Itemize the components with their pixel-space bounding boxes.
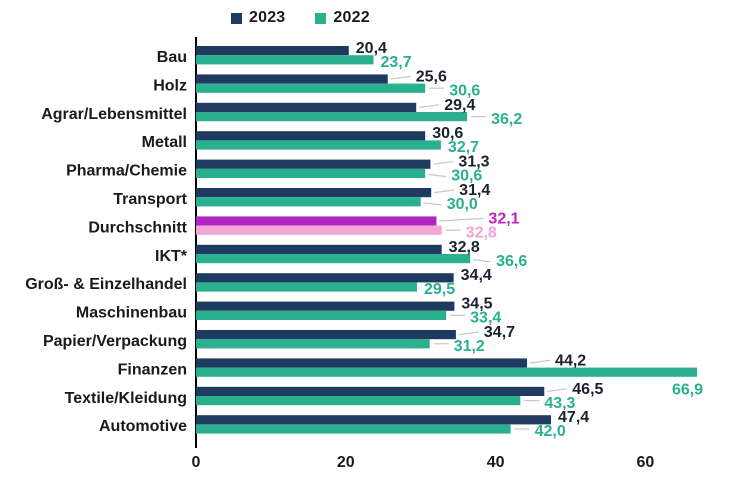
bar-2022-agrar-lebensmittel: [196, 112, 468, 122]
bar-2022-bau: [196, 55, 374, 65]
value-label-2022-transport: 30,0: [447, 196, 478, 213]
category-label-durchschnitt: Durchschnitt: [88, 219, 187, 236]
value-label-2022-automotive: 42,0: [535, 423, 566, 440]
category-label-automotive: Automotive: [99, 418, 187, 435]
x-axis-tick-label: 60: [637, 454, 655, 471]
category-label-agrar-lebensmittel: Agrar/Lebensmittel: [41, 106, 187, 123]
x-axis-tick-label: 20: [337, 454, 355, 471]
bar-2022-automotive: [196, 424, 511, 434]
value-label-2022-holz: 30,6: [449, 82, 480, 99]
bar-2023-pharma-chemie: [196, 159, 431, 169]
value-label-2023-durchschnitt: 32,1: [488, 210, 519, 227]
category-label-holz: Holz: [153, 77, 187, 94]
bar-2023-maschinenbau: [196, 301, 455, 311]
value-label-2023-papier-verpackung: 34,7: [484, 324, 515, 341]
leader-2023-finanzen: [529, 359, 551, 364]
bar-2022-papier-verpackung: [196, 339, 430, 349]
category-label-bau: Bau: [157, 49, 187, 66]
value-label-2023-metall: 30,6: [432, 125, 463, 142]
value-label-2022-ikt: 36,6: [496, 253, 527, 270]
value-label-2022-agrar-lebensmittel: 36,2: [491, 111, 522, 128]
bar-2023-metall: [196, 131, 426, 141]
value-label-2022-papier-verpackung: 31,2: [454, 338, 485, 355]
bar-2023-textile-kleidung: [196, 386, 545, 396]
leader-2023-holz: [390, 75, 411, 80]
value-label-2023-pharma-chemie: 31,3: [458, 154, 489, 171]
bar-2022-holz: [196, 83, 426, 93]
value-label-2023-textile-kleidung: 46,5: [572, 381, 603, 398]
legend-swatch-2023-icon: [231, 12, 242, 24]
value-label-2023-bau: 20,4: [356, 40, 387, 57]
value-label-2023-transport: 31,4: [459, 182, 490, 199]
bar-2023-automotive: [196, 415, 552, 425]
value-label-2022-maschinenbau: 33,4: [470, 310, 501, 327]
value-label-2023-agrar-lebensmittel: 29,4: [444, 97, 475, 114]
bar-2022-transport: [196, 197, 421, 207]
bar-2023-papier-verpackung: [196, 330, 456, 340]
x-axis-tick-label: 0: [192, 454, 201, 471]
bar-2023-transport: [196, 188, 432, 198]
bar-2022-ikt: [196, 254, 471, 264]
category-label-maschinenbau: Maschinenbau: [76, 305, 187, 322]
bar-2022-maschinenbau: [196, 310, 447, 320]
category-label-pharma-chemie: Pharma/Chemie: [66, 163, 187, 180]
value-label-2022-metall: 32,7: [448, 139, 479, 156]
leader-2023-papier-verpackung: [458, 331, 479, 336]
category-label-finanzen: Finanzen: [118, 361, 187, 378]
bar-2022-pharma-chemie: [196, 168, 426, 178]
value-label-2022-gro-einzelhandel: 29,5: [424, 281, 455, 298]
bar-2023-bau: [196, 46, 349, 56]
bar-2022-durchschnitt: [196, 225, 442, 235]
bar-2022-textile-kleidung: [196, 396, 521, 406]
leader-2023-transport: [434, 189, 455, 194]
value-label-2022-durchschnitt: 32,8: [466, 224, 497, 241]
value-label-2023-automotive: 47,4: [558, 409, 589, 426]
value-label-2023-maschinenbau: 34,5: [461, 296, 492, 313]
bar-2023-agrar-lebensmittel: [196, 102, 417, 112]
value-label-2023-finanzen: 44,2: [555, 352, 586, 369]
bar-2023-holz: [196, 74, 388, 84]
value-label-2022-bau: 23,7: [381, 54, 412, 71]
value-label-2022-pharma-chemie: 30,6: [451, 168, 482, 185]
value-label-2022-finanzen: 66,9: [672, 381, 703, 398]
legend-swatch-2022-icon: [315, 12, 327, 24]
leader-2023-durchschnitt: [439, 217, 484, 222]
bar-2023-durchschnitt: [196, 216, 437, 226]
category-label-textile-kleidung: Textile/Kleidung: [65, 390, 187, 407]
legend-label-2023: 2023: [249, 9, 286, 26]
value-label-2023-gro-einzelhandel: 34,4: [461, 267, 492, 284]
leader-2022-transport: [423, 202, 442, 206]
leader-2023-pharma-chemie: [433, 161, 454, 165]
legend-item-2022: 2022: [315, 9, 370, 27]
category-label-ikt: IKT*: [155, 248, 188, 265]
legend-label-2022: 2022: [333, 9, 370, 26]
category-label-metall: Metall: [142, 134, 187, 151]
leader-2023-textile-kleidung: [547, 388, 568, 392]
bar-2023-ikt: [196, 244, 442, 254]
chart-legend: 2023 2022: [231, 9, 370, 27]
bar-2023-finanzen: [196, 358, 528, 368]
bar-2023-gro-einzelhandel: [196, 273, 454, 283]
leader-2023-agrar-lebensmittel: [419, 104, 440, 108]
category-label-gro-einzelhandel: Groß- & Einzelhandel: [25, 276, 187, 293]
category-label-papier-verpackung: Papier/Verpackung: [43, 333, 187, 350]
value-label-2023-ikt: 32,8: [449, 239, 480, 256]
bar-2022-finanzen: [196, 367, 698, 377]
leader-2022-ikt: [473, 259, 492, 263]
category-label-transport: Transport: [113, 191, 187, 208]
x-axis-tick-label: 40: [487, 454, 505, 471]
bar-2022-gro-einzelhandel: [196, 282, 417, 292]
bar-2022-metall: [196, 140, 441, 150]
value-label-2022-textile-kleidung: 43,3: [544, 395, 575, 412]
legend-item-2023: 2023: [231, 9, 285, 27]
value-label-2023-holz: 25,6: [416, 68, 447, 85]
leader-2022-pharma-chemie: [428, 173, 447, 178]
